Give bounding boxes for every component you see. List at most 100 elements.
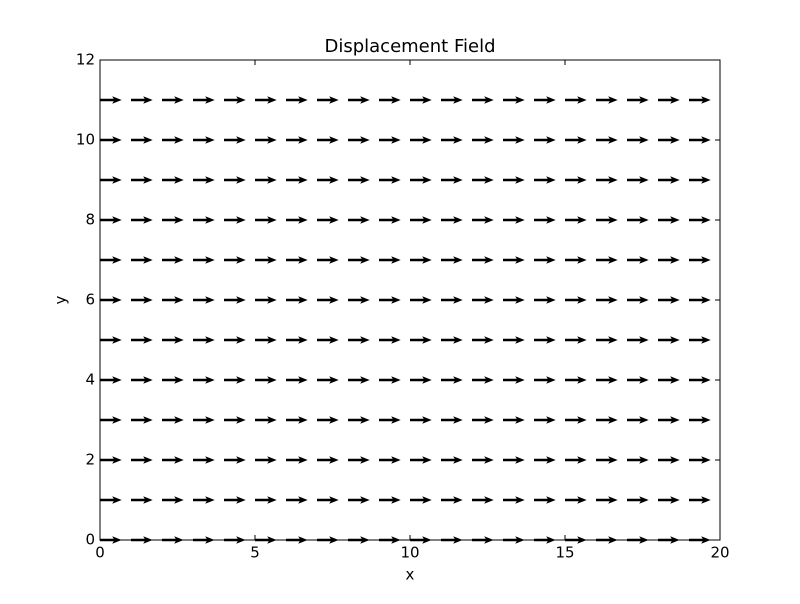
arrow [286, 176, 308, 184]
arrow [410, 96, 432, 104]
arrow [503, 176, 525, 184]
arrow [534, 176, 556, 184]
arrow [131, 296, 153, 304]
arrow [255, 296, 277, 304]
arrow [689, 96, 711, 104]
arrow [658, 256, 680, 264]
arrow [348, 216, 370, 224]
y-tick-label: 8 [85, 211, 95, 229]
arrow [658, 456, 680, 464]
arrow [689, 176, 711, 184]
arrow [286, 496, 308, 504]
arrow [193, 176, 215, 184]
arrow [596, 376, 618, 384]
arrow [286, 416, 308, 424]
arrow [224, 376, 246, 384]
arrow [658, 416, 680, 424]
arrow [193, 136, 215, 144]
arrow [162, 456, 184, 464]
arrow [410, 296, 432, 304]
arrow [503, 296, 525, 304]
arrow [317, 256, 339, 264]
arrow [472, 416, 494, 424]
arrow [224, 416, 246, 424]
arrow [658, 136, 680, 144]
arrow [410, 496, 432, 504]
y-tick-label: 12 [76, 51, 95, 69]
arrow [503, 496, 525, 504]
arrow [348, 296, 370, 304]
arrow [255, 336, 277, 344]
arrow [534, 216, 556, 224]
arrow [131, 416, 153, 424]
arrow [286, 296, 308, 304]
arrow [627, 336, 649, 344]
arrow [596, 456, 618, 464]
arrow [689, 496, 711, 504]
y-tick-label: 0 [85, 531, 95, 549]
arrow [472, 216, 494, 224]
chart-title: Displacement Field [324, 36, 495, 57]
arrow [410, 136, 432, 144]
arrow [100, 136, 122, 144]
arrow [472, 456, 494, 464]
arrow [317, 496, 339, 504]
arrow [379, 496, 401, 504]
y-tick-label: 6 [85, 291, 95, 309]
x-axis-label: x [406, 566, 415, 584]
arrow [503, 216, 525, 224]
arrow [534, 416, 556, 424]
arrow [627, 496, 649, 504]
arrow [472, 136, 494, 144]
arrow [472, 376, 494, 384]
arrow [689, 136, 711, 144]
arrow [348, 376, 370, 384]
arrow [627, 96, 649, 104]
arrow [317, 376, 339, 384]
arrow [565, 256, 587, 264]
arrow [193, 416, 215, 424]
arrow [379, 336, 401, 344]
arrow [162, 176, 184, 184]
arrow [348, 136, 370, 144]
arrow [286, 96, 308, 104]
arrow [627, 176, 649, 184]
arrow [255, 176, 277, 184]
x-tick-label: 5 [250, 544, 260, 562]
arrow [596, 136, 618, 144]
arrow [255, 216, 277, 224]
arrow [100, 176, 122, 184]
arrow [441, 176, 463, 184]
arrow [193, 296, 215, 304]
x-tick-label: 10 [400, 544, 419, 562]
arrow [565, 456, 587, 464]
arrow [596, 336, 618, 344]
y-tick-label: 4 [85, 371, 95, 389]
arrow [596, 176, 618, 184]
arrow [689, 416, 711, 424]
arrow [503, 256, 525, 264]
arrow [627, 296, 649, 304]
arrow [348, 456, 370, 464]
arrow [193, 496, 215, 504]
arrow [472, 336, 494, 344]
arrow [410, 376, 432, 384]
arrow [162, 216, 184, 224]
arrow [317, 416, 339, 424]
arrow [627, 416, 649, 424]
arrow [348, 256, 370, 264]
arrow [441, 416, 463, 424]
arrow [472, 256, 494, 264]
arrow [255, 416, 277, 424]
arrow [379, 256, 401, 264]
arrow [100, 496, 122, 504]
arrow [596, 496, 618, 504]
arrow [565, 96, 587, 104]
arrow [565, 376, 587, 384]
arrow [441, 256, 463, 264]
x-tick-label: 20 [710, 544, 729, 562]
arrow [565, 336, 587, 344]
arrow [162, 376, 184, 384]
arrow [317, 336, 339, 344]
y-axis-label: y [52, 295, 70, 304]
